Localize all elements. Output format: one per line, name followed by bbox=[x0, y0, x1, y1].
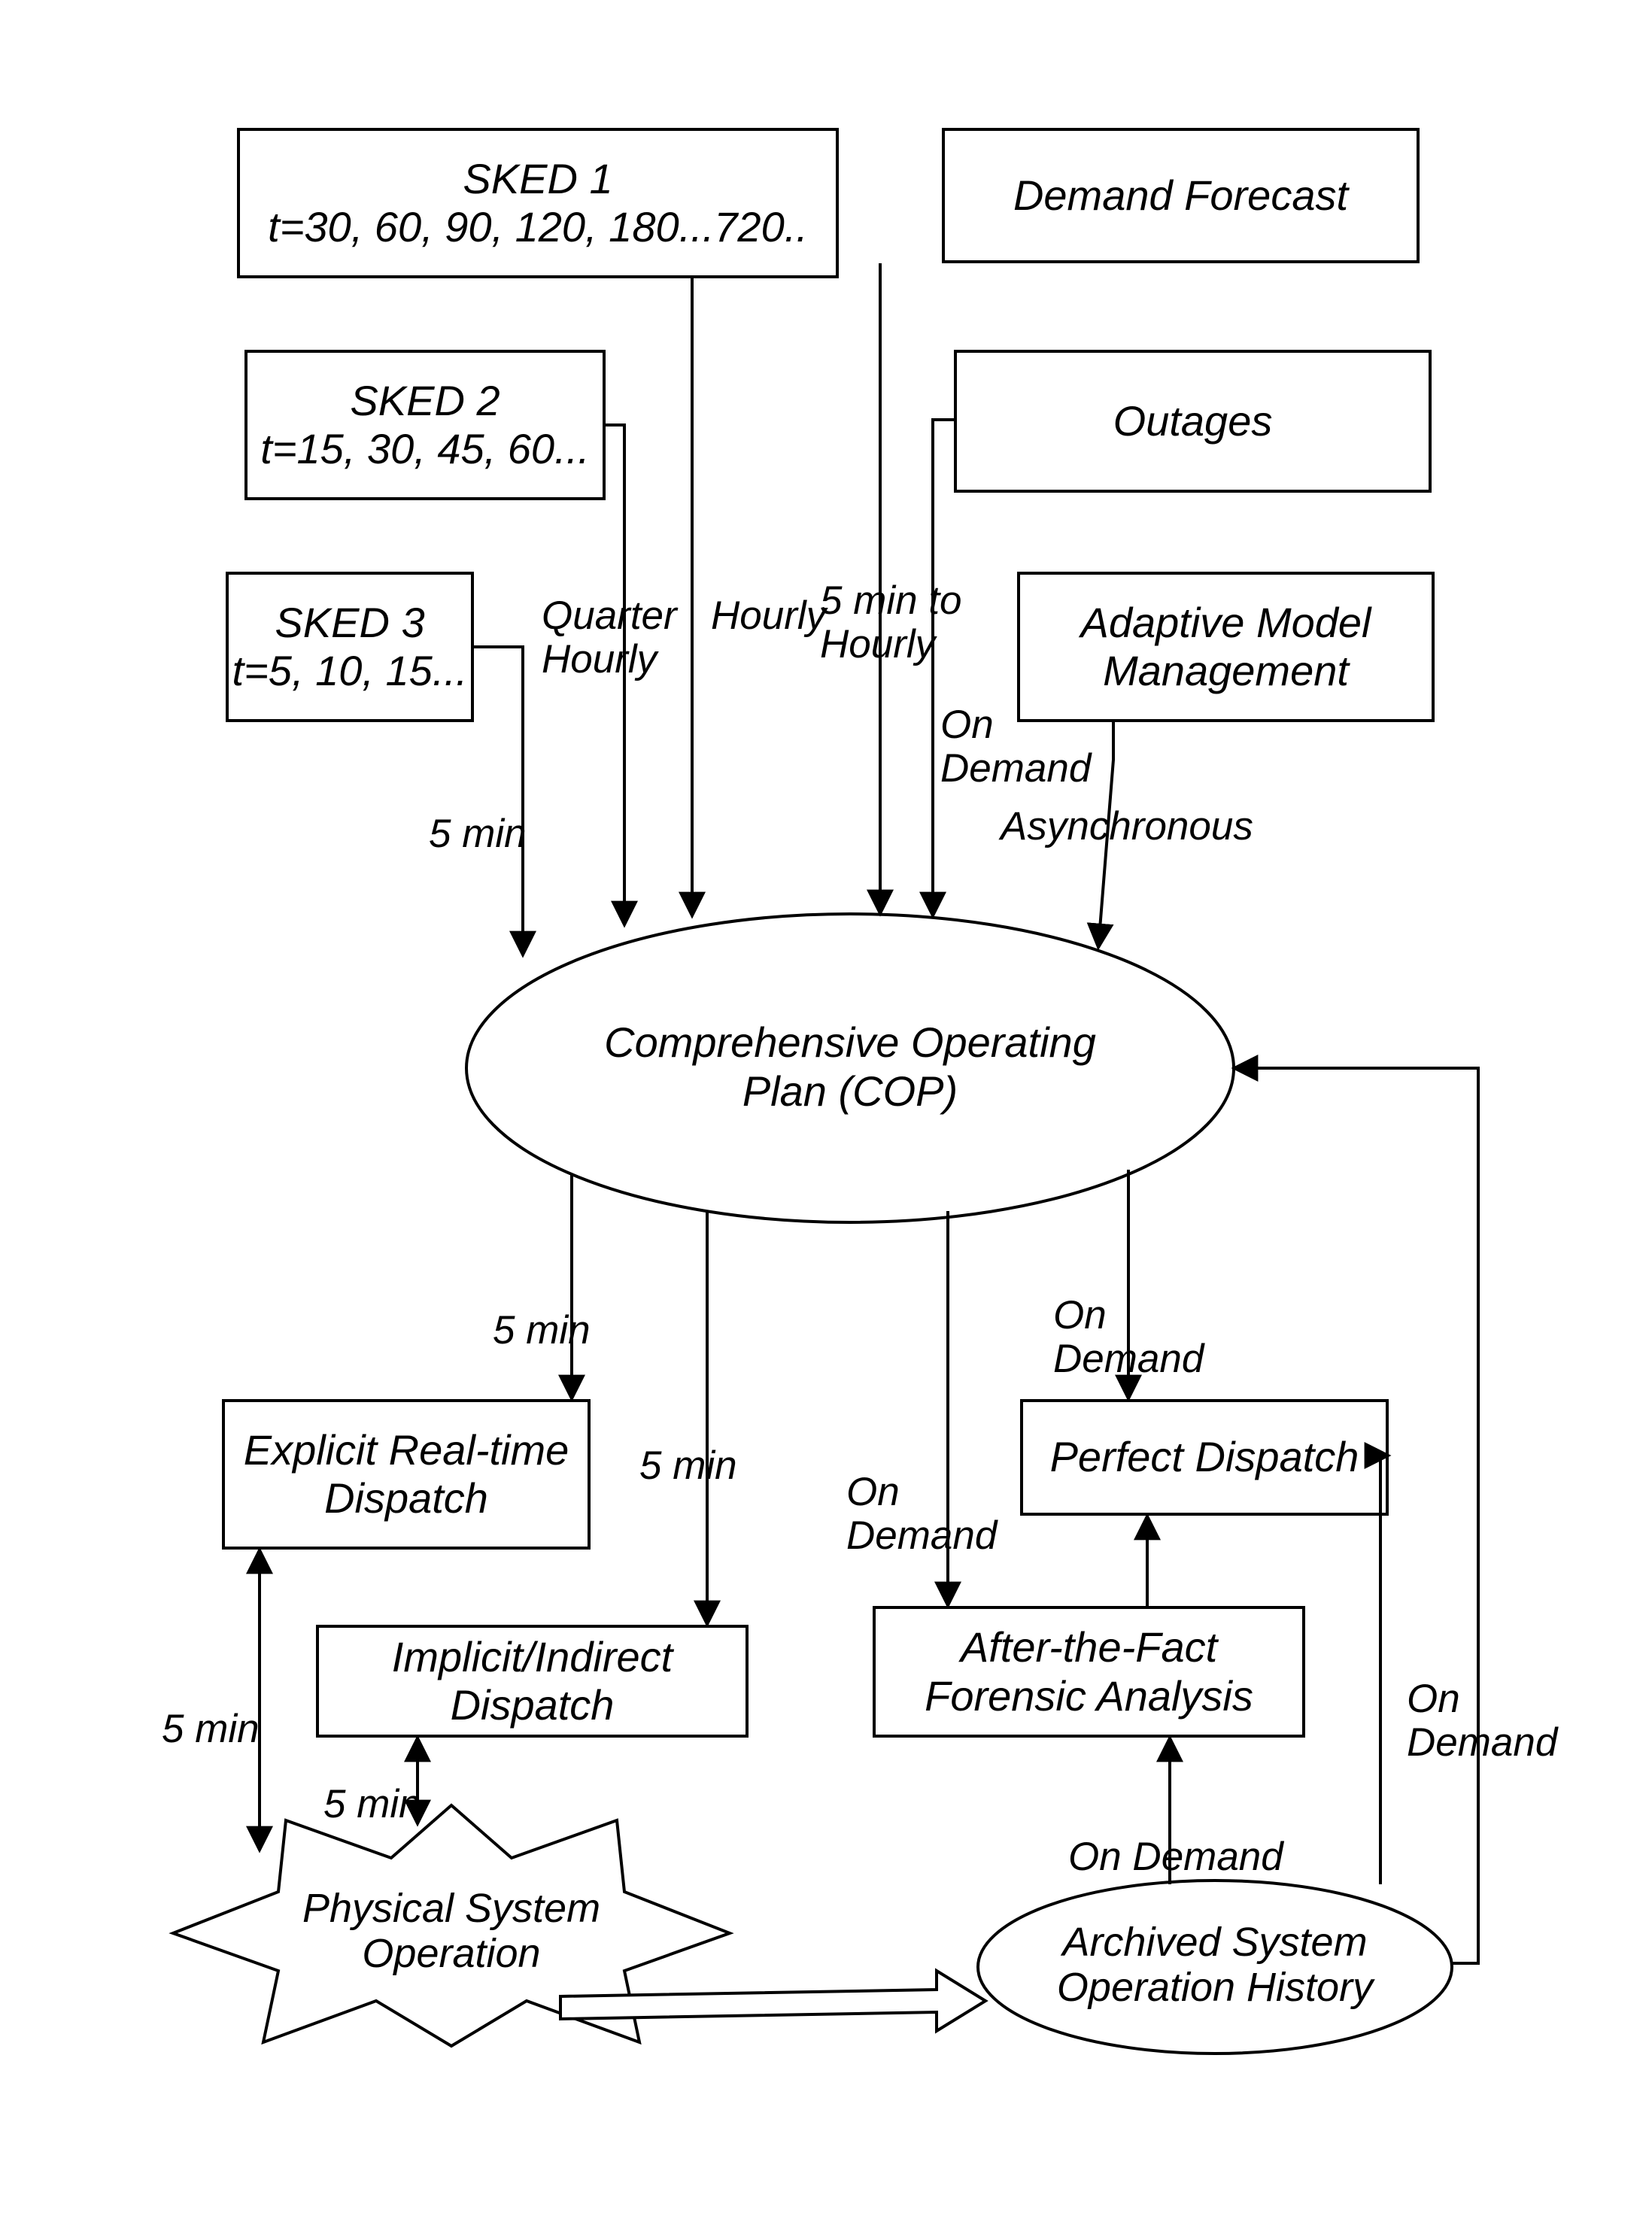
node-sked1: SKED 1 t=30, 60, 90, 120, 180...720.. bbox=[237, 128, 839, 278]
text-line: Forensic Analysis bbox=[925, 1672, 1253, 1720]
label-cop-aftf-on-demand: On Demand bbox=[846, 1471, 997, 1559]
node-implicit-dispatch: Implicit/Indirect Dispatch bbox=[316, 1625, 749, 1738]
label-sked2-quarter-hourly: Quarter Hourly bbox=[542, 594, 677, 682]
edge-physical-archive-hollow bbox=[560, 1971, 985, 2031]
text-line: t=5, 10, 15... bbox=[232, 647, 468, 695]
node-demand-forecast: Demand Forecast bbox=[942, 128, 1420, 263]
node-physical-system: Physical System Operation bbox=[173, 1805, 730, 2046]
text-line: Adaptive Model bbox=[1080, 599, 1371, 647]
text-line: Plan (COP) bbox=[742, 1067, 958, 1115]
text-line: After-the-Fact bbox=[961, 1623, 1217, 1671]
label-archive-perfect-on-demand: On Demand bbox=[1407, 1677, 1557, 1765]
text-line: Dispatch bbox=[324, 1474, 488, 1522]
edge-archive_cop bbox=[1234, 1068, 1478, 1963]
node-perfect-dispatch: Perfect Dispatch bbox=[1020, 1399, 1389, 1516]
label-cop-implicit-5min: 5 min bbox=[639, 1444, 737, 1488]
label-amm-asynchronous: Asynchronous bbox=[1001, 805, 1253, 848]
label-archive-aftf-on-demand: On Demand bbox=[1068, 1835, 1283, 1879]
text-line: Physical System bbox=[302, 1886, 600, 1931]
text-line: SKED 1 bbox=[463, 155, 612, 203]
node-after-the-fact: After-the-Fact Forensic Analysis bbox=[873, 1606, 1305, 1738]
node-sked2: SKED 2 t=15, 30, 45, 60... bbox=[244, 350, 606, 500]
text-line: Operation History bbox=[1057, 1965, 1375, 2010]
node-explicit-dispatch: Explicit Real-time Dispatch bbox=[222, 1399, 591, 1550]
edge-outages_cop bbox=[933, 420, 955, 916]
label-outages-on-demand: On Demand bbox=[940, 703, 1091, 791]
text-line: Demand Forecast bbox=[1013, 172, 1348, 220]
label-demand-5min-hourly: 5 min to Hourly bbox=[820, 579, 962, 667]
label-explicit-physical-5min: 5 min bbox=[162, 1708, 260, 1751]
edge-archive_perfect bbox=[1380, 1456, 1389, 1884]
label-implicit-physical-5min: 5 min bbox=[323, 1783, 421, 1826]
text-line: Explicit Real-time bbox=[244, 1426, 569, 1474]
text-line: SKED 3 bbox=[275, 599, 424, 647]
text-line: Management bbox=[1103, 647, 1349, 695]
text-line: Archived System bbox=[1060, 1920, 1367, 1965]
text-line: t=30, 60, 90, 120, 180...720.. bbox=[268, 203, 808, 251]
label-cop-explicit-5min: 5 min bbox=[493, 1309, 591, 1352]
text-line: t=15, 30, 45, 60... bbox=[260, 425, 589, 473]
node-archive: Archived System Operation History bbox=[978, 1881, 1452, 2054]
text-line: Operation bbox=[362, 1931, 540, 1976]
node-cop: Comprehensive Operating Plan (COP) bbox=[466, 914, 1234, 1222]
text-line: SKED 2 bbox=[350, 377, 500, 425]
node-sked3: SKED 3 t=5, 10, 15... bbox=[226, 572, 474, 722]
label-cop-perfect-on-demand: On Demand bbox=[1053, 1294, 1204, 1382]
edge-sked3_cop bbox=[474, 647, 523, 955]
text-line: Comprehensive Operating bbox=[604, 1018, 1096, 1066]
node-outages: Outages bbox=[954, 350, 1432, 493]
diagram-svg-layer: Comprehensive Operating Plan (COP) Archi… bbox=[0, 0, 1652, 2216]
label-sked1-hourly: Hourly bbox=[711, 594, 826, 638]
text-line: Perfect Dispatch bbox=[1050, 1433, 1359, 1481]
text-line: Outages bbox=[1113, 397, 1273, 445]
label-sked3-5min: 5 min bbox=[429, 812, 527, 856]
node-adaptive-model-mgmt: Adaptive Model Management bbox=[1017, 572, 1435, 722]
text-line: Implicit/Indirect Dispatch bbox=[319, 1633, 746, 1730]
